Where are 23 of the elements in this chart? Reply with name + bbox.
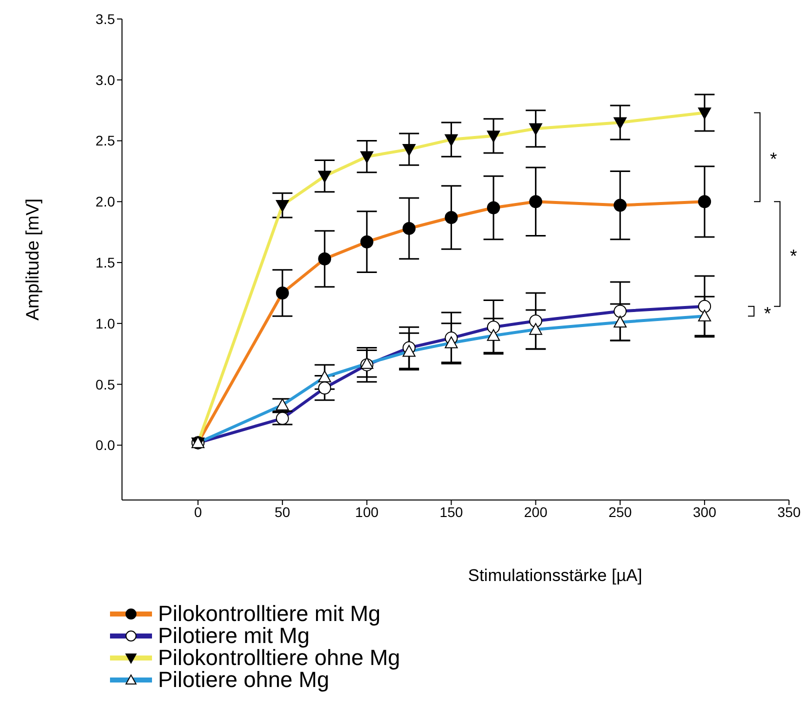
y-tick-label: 1.5 bbox=[96, 254, 116, 271]
x-tick-label: 300 bbox=[692, 504, 716, 520]
y-tick-label: 3.5 bbox=[96, 10, 116, 27]
legend-label: Pilokontrolltiere mit Mg bbox=[158, 601, 381, 626]
text: * bbox=[790, 246, 798, 266]
y-tick-label: 1.0 bbox=[96, 315, 116, 332]
y-tick-label: 2.5 bbox=[96, 132, 116, 149]
annotation: * bbox=[764, 303, 772, 324]
x-tick-label: 50 bbox=[274, 504, 290, 520]
x-tick-label: 250 bbox=[608, 504, 632, 520]
x-tick-label: 200 bbox=[524, 504, 548, 520]
annotation: * bbox=[770, 149, 778, 170]
y-tick-label: 0.0 bbox=[96, 437, 116, 454]
legend-label: Pilotiere ohne Mg bbox=[158, 667, 330, 692]
y-tick-label: 0.5 bbox=[96, 376, 116, 392]
x-tick-label: 100 bbox=[355, 504, 379, 520]
x-axis-title: Stimulationsstärke [µA] bbox=[468, 566, 642, 586]
y-axis-title: Amplitude [mV] bbox=[22, 198, 42, 321]
x-tick-label: 0 bbox=[194, 504, 202, 520]
y-tick-label: 3.0 bbox=[96, 72, 116, 88]
y-tick-label: 2.0 bbox=[96, 194, 116, 210]
x-tick-label: 350 bbox=[777, 504, 801, 520]
x-tick-label: 150 bbox=[440, 504, 464, 520]
